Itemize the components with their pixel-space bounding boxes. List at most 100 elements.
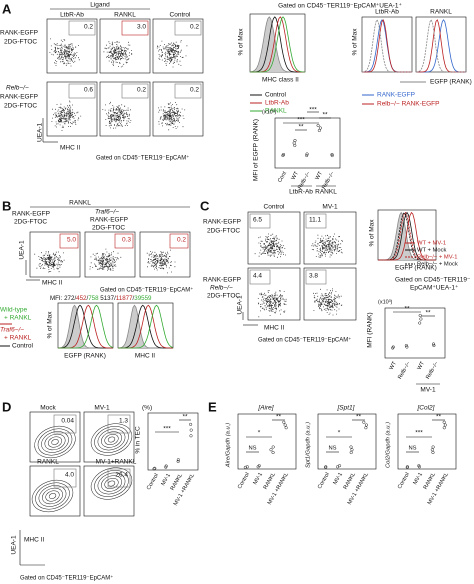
dot (271, 445, 275, 449)
plot-frame (99, 18, 151, 74)
axis-title: UEA-1 (237, 295, 244, 315)
scatter-cloud (102, 101, 132, 129)
dot (431, 450, 435, 455)
histogram-curve (58, 304, 113, 349)
label: (%) (142, 405, 152, 412)
label: (x10³) (378, 299, 393, 305)
label: *** (309, 107, 317, 114)
label: LtbR-Ab (289, 189, 313, 196)
x-label: Relb−/− (397, 361, 412, 381)
plot-frame (397, 413, 457, 470)
label: Gated on CD45⁻TER119⁻EpCAM⁺ (20, 575, 113, 582)
x-label: Control (317, 472, 331, 490)
dot (257, 464, 261, 468)
label: RANK-EGFP (0, 30, 38, 37)
mfi-part: 452 (76, 295, 87, 302)
dot (350, 448, 354, 452)
contour (47, 436, 63, 448)
label: % in TEC (135, 426, 142, 454)
plot-frame (83, 411, 135, 463)
dot (364, 426, 368, 430)
label: Col2/Gapdh (a.u.) (386, 422, 392, 468)
plot-frame (29, 465, 81, 517)
dot (337, 464, 342, 468)
dot (430, 448, 434, 452)
dot (189, 422, 193, 426)
dot (269, 448, 273, 452)
gate-value: 6.5 (253, 217, 262, 224)
axis-title: MHC II (24, 537, 44, 544)
legend-entry: WT + MV-1 (417, 241, 446, 247)
plot-frame (303, 267, 357, 321)
scatter-cloud (313, 288, 343, 316)
dot (419, 317, 423, 321)
histogram-curve (416, 19, 466, 73)
legend-entry: Relb−/− + MV-1 (417, 255, 457, 261)
legend-entry: Relb−/− RANK-EGFP (377, 101, 440, 108)
scatter-cloud (254, 233, 286, 258)
axis-title: UEA-1 (11, 535, 18, 555)
gate (305, 269, 327, 285)
panel-letter: D (2, 399, 11, 414)
dot (349, 450, 353, 455)
label: ** (404, 306, 410, 313)
contour (34, 425, 76, 459)
contour (35, 482, 70, 510)
label: MHC class II (262, 77, 299, 84)
mfi-part: / (114, 295, 116, 302)
label: RANKL (315, 189, 337, 196)
dot (364, 423, 368, 427)
x-label: MV-1 (332, 472, 344, 486)
legend-entry: Wild-type (0, 307, 27, 314)
scatter-cloud (156, 40, 188, 68)
contour (107, 436, 116, 443)
label: 2DG-FTOC (207, 228, 240, 235)
plot-frame (139, 231, 191, 278)
axis-title: MHC II (264, 325, 284, 332)
label: 2DG-FTOC (207, 293, 240, 300)
plot-frame (84, 231, 136, 278)
dot (153, 466, 157, 470)
gate (107, 414, 131, 434)
label: Gated on CD45⁻TER119⁻EpCAM⁺ (100, 287, 193, 294)
legend-entry: WT + Mock (417, 248, 446, 254)
condition-label: RANKL (37, 459, 59, 466)
label: Gated on CD45⁻TER119⁻EpCAM⁺ (258, 337, 351, 344)
legend-entry: Control (12, 343, 34, 350)
dot (189, 428, 193, 432)
gate-value: 3.8 (309, 273, 318, 280)
label: Spt1/Gapdh (a.u.) (306, 422, 312, 468)
histogram-curve (118, 304, 174, 349)
gate-value: 0.2 (190, 24, 199, 31)
axis-title: MHC II (60, 145, 80, 152)
label: EGFP (RANK) (430, 79, 472, 86)
plot-frame (46, 81, 98, 137)
x-label: WT (315, 170, 325, 181)
label: RANK-EGFP (203, 219, 241, 226)
label: NS (328, 446, 336, 452)
dot (305, 153, 309, 158)
contour (42, 487, 63, 505)
plot-frame (415, 16, 467, 73)
mfi-values: MFI: 272/452/758 5137/11877/39559 (50, 295, 152, 302)
histogram-curve (416, 19, 466, 73)
panel-letter: E (208, 399, 217, 414)
plot-frame (147, 412, 199, 471)
contour (90, 423, 133, 456)
dot (284, 426, 288, 430)
panel-letter: C (200, 198, 210, 213)
label: NS (248, 446, 256, 452)
contour (38, 485, 67, 507)
mfi-part: / (133, 295, 135, 302)
dot (283, 423, 287, 427)
gate-value: 26.4 (115, 472, 128, 479)
gate (53, 414, 77, 434)
dot (245, 465, 249, 469)
x-label: MV-1 (252, 472, 264, 486)
dot (324, 465, 328, 469)
label: ** (436, 414, 442, 421)
label: Gated on CD45⁻TER119⁻ (395, 277, 471, 284)
gene-title: [Aire] (257, 405, 273, 412)
scatter-cloud (89, 248, 122, 271)
